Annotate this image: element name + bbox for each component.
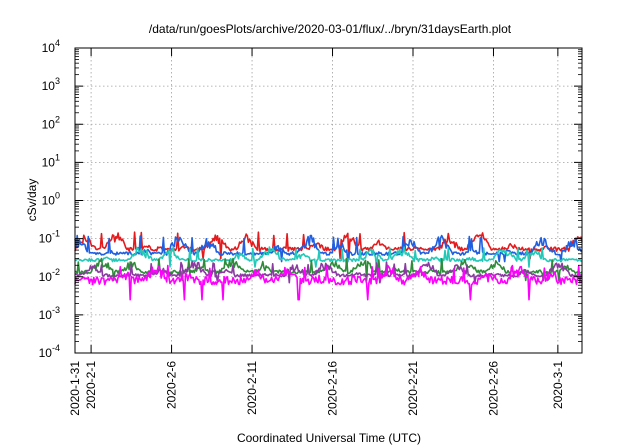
series-layer [74, 231, 583, 301]
series-line [74, 231, 583, 260]
y-tick-label: 102 [42, 114, 60, 131]
y-tick-label: 100 [42, 191, 60, 208]
y-tick-label: 10-2 [39, 267, 60, 284]
x-tick-label: 2020-2-6 [165, 361, 179, 409]
x-tick-label: 2020-2-11 [245, 361, 259, 415]
x-tick-label: 2020-3-1 [551, 361, 565, 409]
y-tick-label: 10-4 [39, 343, 60, 360]
y-axis-label: cSv/day [25, 179, 39, 222]
y-tick-label: 104 [42, 38, 60, 55]
y-tick-label: 10-3 [39, 305, 60, 322]
y-tick-labels: 10-4 10-3 10-2 10-1 100 101 102 103 104 [39, 38, 60, 360]
grid [75, 48, 582, 353]
x-axis-label: Coordinated Universal Time (UTC) [237, 431, 421, 445]
x-tick-label: 2020-2-21 [406, 361, 420, 416]
series-line [74, 264, 583, 301]
chart-title: /data/run/goesPlots/archive/2020-03-01/f… [149, 22, 512, 36]
x-tick-label: 2020-2-16 [326, 361, 340, 416]
x-tick-label: 2020-1-31 [68, 361, 82, 416]
x-tick-label: 2020-2-1 [84, 361, 98, 409]
ticks [74, 47, 582, 354]
y-tick-label: 101 [42, 152, 60, 169]
y-tick-label: 10-1 [39, 229, 60, 246]
y-tick-label: 103 [42, 76, 60, 93]
x-tick-label: 2020-2-26 [486, 361, 500, 416]
x-tick-labels: 2020-1-31 2020-2-1 2020-2-6 2020-2-11 2020-2… [68, 361, 565, 416]
